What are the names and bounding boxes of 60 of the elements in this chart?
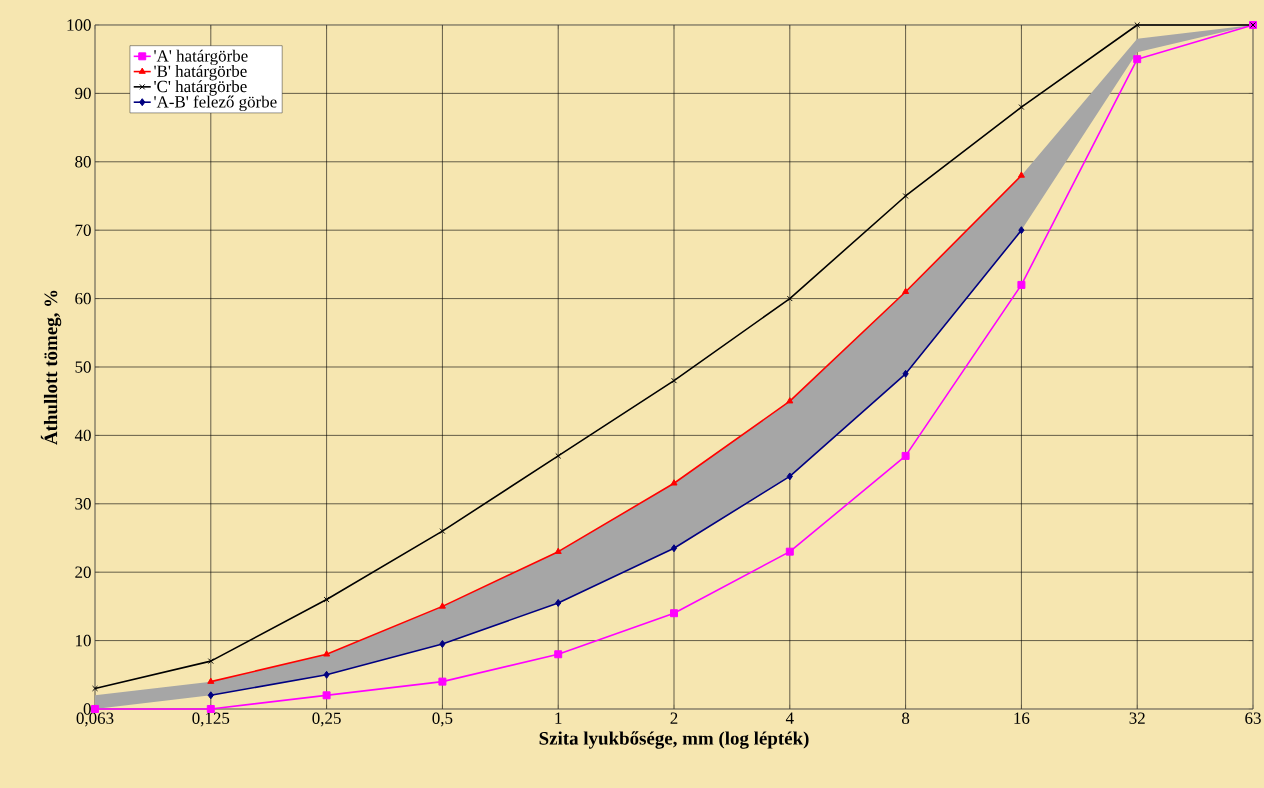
point xyxy=(439,640,446,648)
y-tick-label: 80 xyxy=(75,156,91,168)
x-tick-label: 4 xyxy=(785,712,794,724)
point xyxy=(92,685,98,692)
point xyxy=(785,547,794,556)
legend-label: 'A' határgörbe xyxy=(154,49,248,66)
point xyxy=(670,544,678,553)
legend-label: 'C' határgörbe xyxy=(154,80,247,96)
point xyxy=(438,677,447,686)
y-tick-label: 50 xyxy=(75,361,91,373)
point xyxy=(901,451,910,460)
y-tick-label: 10 xyxy=(76,634,91,647)
point xyxy=(1018,226,1025,235)
y-tick-label: 30 xyxy=(75,498,91,510)
x-tick-label: 1 xyxy=(555,712,562,724)
x-axis-title: Szita lyukbősége, mm (log lépték) xyxy=(539,731,809,749)
point xyxy=(207,658,214,665)
x-tick-label: 0,125 xyxy=(192,712,230,727)
point xyxy=(786,295,793,302)
point xyxy=(555,598,562,607)
x-tick-label: 0,25 xyxy=(312,712,341,727)
point xyxy=(786,397,794,404)
y-tick-label: 90 xyxy=(75,87,91,100)
y-tick-label: 60 xyxy=(75,292,91,305)
point xyxy=(438,602,446,609)
x-tick-label: 16 xyxy=(1014,712,1030,724)
x-tick-label: 32 xyxy=(1129,712,1145,724)
point xyxy=(902,193,909,199)
point xyxy=(786,472,793,481)
point xyxy=(323,670,330,679)
point xyxy=(1017,280,1026,289)
x-tick-label: 63 xyxy=(1245,712,1261,724)
point xyxy=(670,479,678,486)
point xyxy=(439,528,446,535)
point xyxy=(323,650,331,657)
point xyxy=(554,650,563,659)
y-tick-label: 40 xyxy=(74,429,91,442)
legend-label: 'A-B' felező görbe xyxy=(154,95,277,112)
x-tick-label: 8 xyxy=(902,712,910,724)
point xyxy=(670,609,678,618)
y-tick-label: 20 xyxy=(75,566,91,578)
point xyxy=(1018,104,1025,111)
point xyxy=(1134,22,1141,28)
point xyxy=(671,377,677,384)
point xyxy=(902,369,909,378)
y-tick-label: 100 xyxy=(67,19,91,31)
point xyxy=(1133,55,1142,64)
point xyxy=(554,547,562,554)
point xyxy=(207,691,214,700)
x-tick-label: 0,5 xyxy=(432,712,453,727)
legend-label: 'B' határgörbe xyxy=(154,64,247,81)
point xyxy=(323,596,330,603)
y-tick-label: 70 xyxy=(75,224,91,236)
point xyxy=(207,677,215,684)
y-axis-title: Áthullott tömeg, % xyxy=(40,290,62,445)
point xyxy=(902,287,910,294)
x-tick-label: 2 xyxy=(670,712,678,724)
point xyxy=(1017,171,1025,178)
point xyxy=(322,691,331,700)
point xyxy=(555,452,562,459)
